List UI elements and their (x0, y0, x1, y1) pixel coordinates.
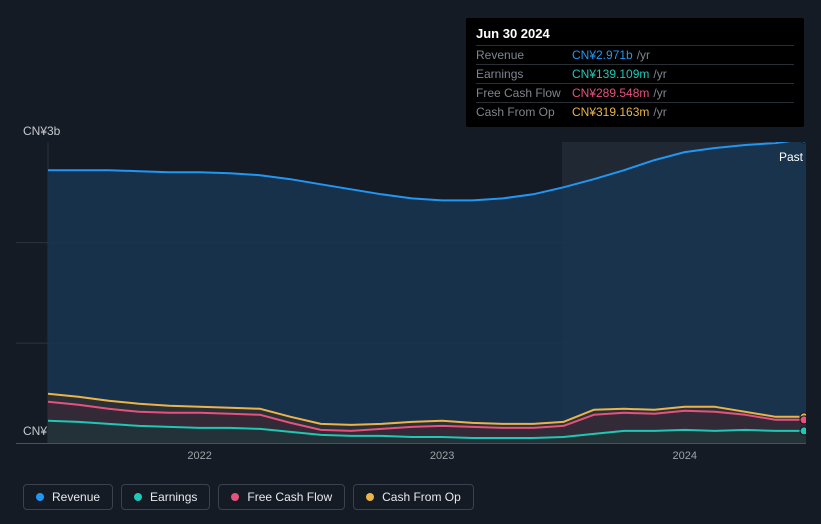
tooltip-label: Free Cash Flow (476, 86, 572, 100)
legend-label: Revenue (52, 490, 100, 504)
x-tick: 2023 (430, 450, 454, 462)
legend-dot-icon (134, 493, 142, 501)
legend-item-earnings[interactable]: Earnings (121, 484, 210, 510)
tooltip-date: Jun 30 2024 (476, 24, 794, 45)
tooltip-value: CN¥289.548m (572, 86, 649, 100)
legend-label: Cash From Op (382, 490, 461, 504)
tooltip-value: CN¥139.109m (572, 67, 649, 81)
tooltip-row-earnings: Earnings CN¥139.109m /yr (476, 64, 794, 83)
tooltip-row-revenue: Revenue CN¥2.971b /yr (476, 45, 794, 64)
tooltip-value: CN¥2.971b (572, 48, 633, 62)
tooltip-row-cashop: Cash From Op CN¥319.163m /yr (476, 102, 794, 121)
tooltip-unit: /yr (653, 86, 666, 100)
hover-tooltip: Jun 30 2024 Revenue CN¥2.971b /yr Earnin… (466, 18, 804, 127)
x-tick: 2024 (672, 450, 696, 462)
chart-plot-area[interactable] (16, 142, 806, 444)
y-axis-top-label: CN¥3b (23, 124, 60, 138)
tooltip-label: Cash From Op (476, 105, 572, 119)
chart-svg (16, 142, 806, 444)
legend-item-free-cash-flow[interactable]: Free Cash Flow (218, 484, 345, 510)
chart-root: Jun 30 2024 Revenue CN¥2.971b /yr Earnin… (0, 0, 821, 524)
past-label: Past (779, 150, 803, 164)
legend-dot-icon (366, 493, 374, 501)
tooltip-label: Revenue (476, 48, 572, 62)
tooltip-unit: /yr (637, 48, 650, 62)
legend: Revenue Earnings Free Cash Flow Cash From O… (23, 484, 474, 510)
x-tick: 2022 (187, 450, 211, 462)
x-axis: 2022 2023 2024 (16, 450, 806, 466)
legend-label: Earnings (150, 490, 197, 504)
tooltip-value: CN¥319.163m (572, 105, 649, 119)
tooltip-unit: /yr (653, 105, 666, 119)
legend-label: Free Cash Flow (247, 490, 332, 504)
tooltip-label: Earnings (476, 67, 572, 81)
legend-item-revenue[interactable]: Revenue (23, 484, 113, 510)
tooltip-row-fcf: Free Cash Flow CN¥289.548m /yr (476, 83, 794, 102)
legend-dot-icon (36, 493, 44, 501)
legend-dot-icon (231, 493, 239, 501)
legend-item-cash-from-op[interactable]: Cash From Op (353, 484, 474, 510)
tooltip-unit: /yr (653, 67, 666, 81)
